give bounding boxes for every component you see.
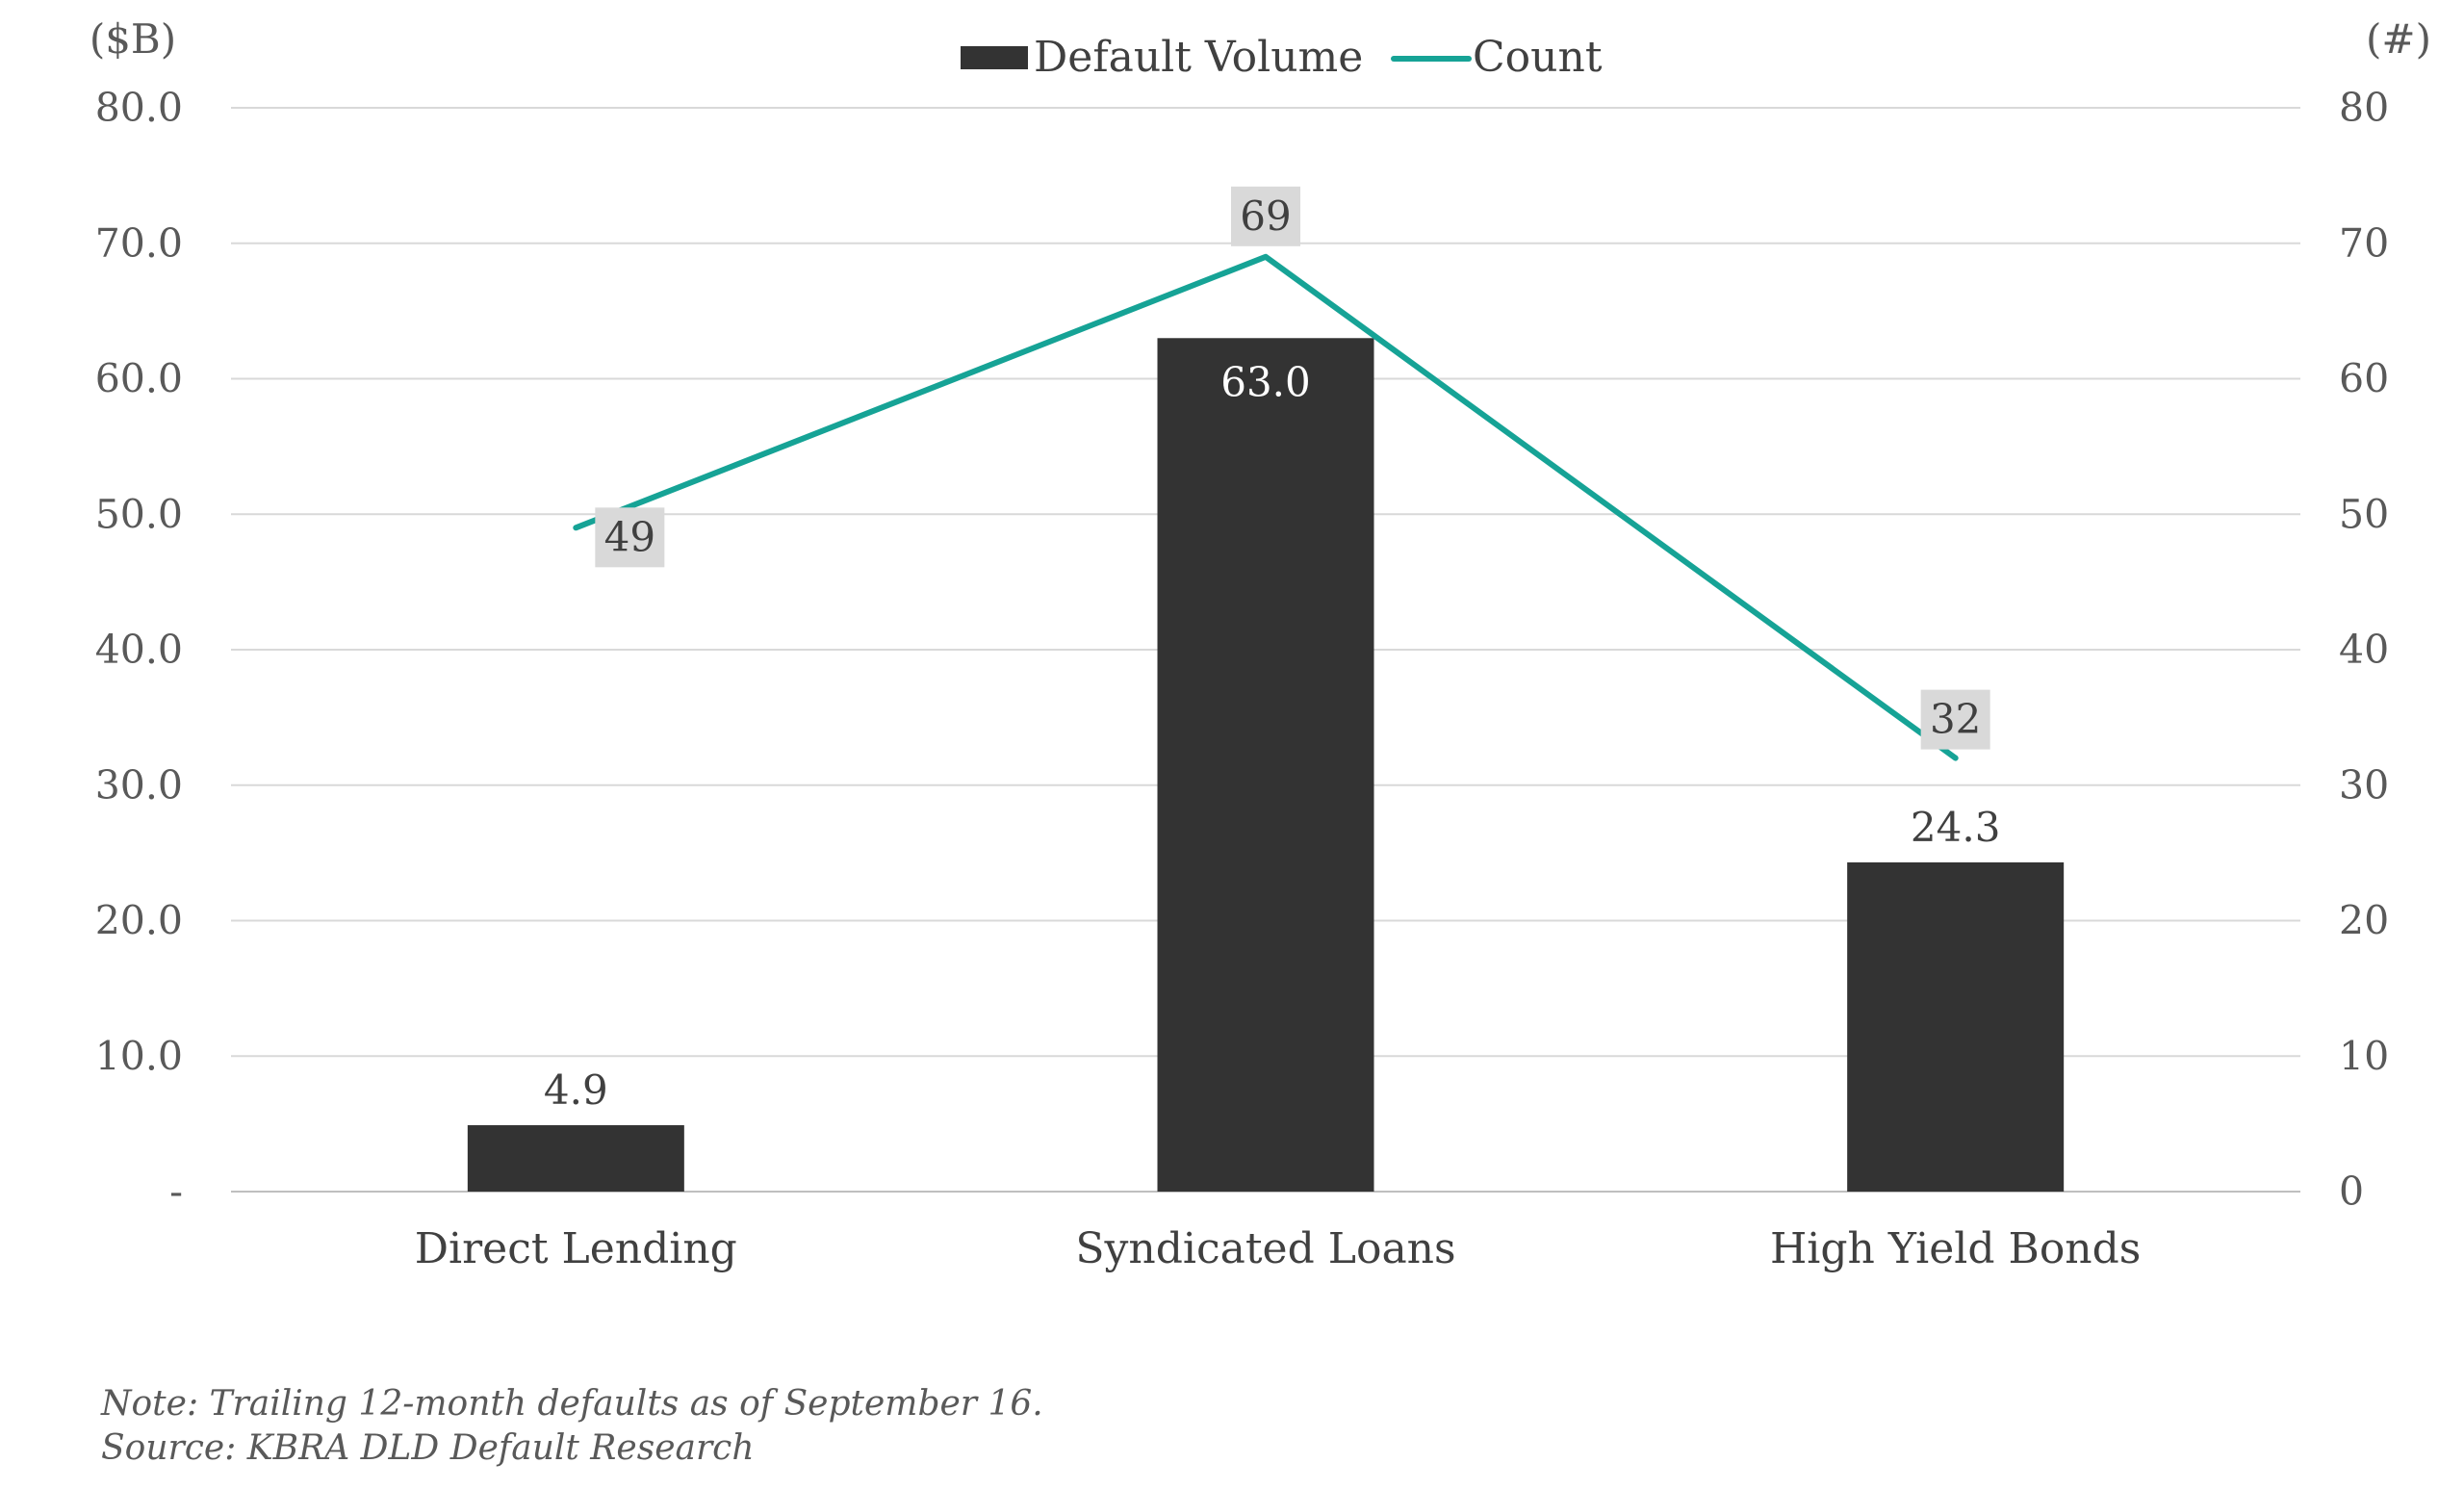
left-axis-tick-label: 60.0 — [95, 356, 183, 402]
count-label-box — [1231, 186, 1300, 246]
count-value-label: 69 — [1240, 193, 1291, 240]
data-labels: 4.9 63.0 24.3 49 69 32 — [544, 186, 2001, 1114]
count-label-box — [595, 507, 665, 568]
bar — [1847, 861, 2065, 1192]
count-value-label: 32 — [1930, 696, 1981, 743]
left-axis-tick-label: 80.0 — [95, 85, 183, 131]
legend-label-default-volume: Default Volume — [1034, 33, 1363, 82]
axes: - 10.0 20.0 30.0 40.0 50.0 60.0 70.0 80.0 0 10 20 30… — [90, 15, 2431, 1273]
left-axis-tick-label: - — [169, 1168, 183, 1215]
legend-swatch-default-volume — [961, 46, 1028, 69]
legend-label-count: Count — [1473, 33, 1603, 82]
right-axis-tick-label: 0 — [2339, 1168, 2364, 1215]
left-axis-tick-label: 10.0 — [95, 1033, 183, 1079]
left-axis-tick-label: 70.0 — [95, 220, 183, 267]
count-value-label: 49 — [604, 513, 655, 560]
bar-value-label: 24.3 — [1911, 804, 2001, 851]
bar-value-label: 4.9 — [544, 1066, 608, 1114]
bar — [467, 1125, 684, 1192]
right-axis-tick-label: 80 — [2339, 85, 2389, 131]
count-label-box — [1920, 689, 1990, 750]
left-axis-tick-label: 40.0 — [95, 627, 183, 673]
right-axis-tick-label: 50 — [2339, 491, 2389, 537]
note-text: Note: Trailing 12-month defaults as of S… — [100, 1384, 1043, 1424]
left-axis-tick-label: 20.0 — [95, 898, 183, 944]
right-axis-unit: (#) — [2366, 15, 2431, 63]
right-axis-tick-label: 70 — [2339, 220, 2389, 267]
legend: Default Volume Count — [961, 33, 1603, 82]
right-axis-tick-label: 20 — [2339, 898, 2389, 944]
category-label: Syndicated Loans — [1075, 1224, 1455, 1273]
category-label: High Yield Bonds — [1770, 1224, 2141, 1273]
bar — [1157, 338, 1374, 1192]
right-axis-tick-label: 10 — [2339, 1033, 2389, 1079]
left-axis-tick-label: 30.0 — [95, 762, 183, 809]
count-line — [573, 253, 1959, 761]
notes: Note: Trailing 12-month defaults as of S… — [100, 1384, 1043, 1468]
right-axis-tick-label: 30 — [2339, 762, 2389, 809]
right-axis-tick-label: 40 — [2339, 627, 2389, 673]
right-axis-tick-label: 60 — [2339, 356, 2389, 402]
bar-value-label: 63.0 — [1220, 358, 1311, 405]
category-label: Direct Lending — [415, 1224, 737, 1273]
source-text: Source: KBRA DLD Default Research — [101, 1428, 755, 1468]
count-line-layer — [573, 253, 1959, 761]
bars — [467, 338, 2065, 1192]
left-axis-unit: ($B) — [90, 15, 176, 63]
left-axis-tick-label: 50.0 — [95, 491, 183, 537]
